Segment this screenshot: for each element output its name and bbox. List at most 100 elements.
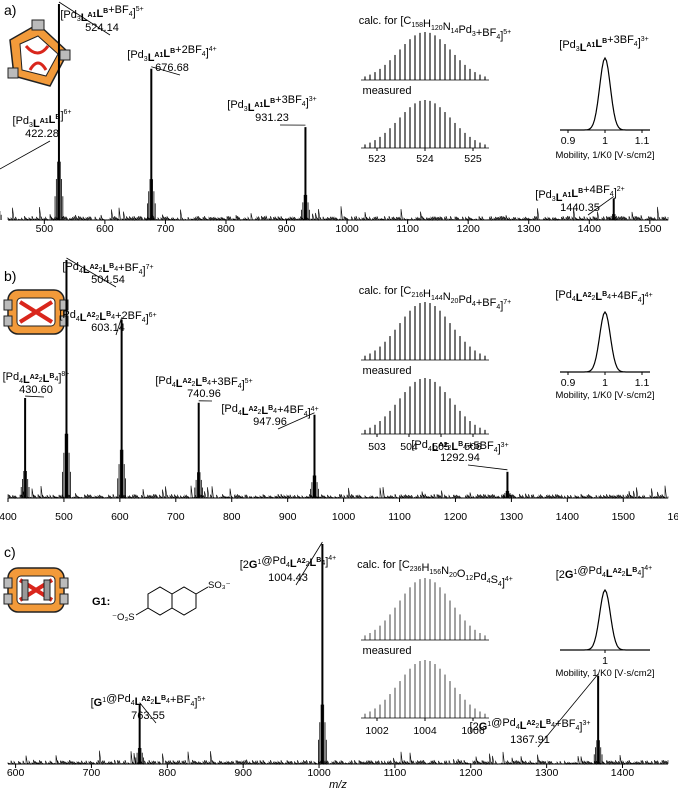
x-tick-label: 400 <box>0 511 17 523</box>
baseline-noise <box>7 485 669 500</box>
peak: [Pd4LA22LB4]8+430.60 <box>3 371 70 498</box>
peak-mz-label: 603.14 <box>91 322 125 334</box>
simulated-isotope-pattern <box>361 302 489 361</box>
isotope-calc-label: calc. for [C216H144N20Pd4+BF4]7+ <box>359 285 512 312</box>
x-tick-label: 600 <box>111 511 129 523</box>
peak-ion-label: [2G1@Pd4LA22LB4]4+ <box>240 555 337 571</box>
peak-mz-label: 430.60 <box>19 384 53 396</box>
x-tick-label: 800 <box>223 511 241 523</box>
peak-mz-label: 422.28 <box>25 128 59 140</box>
measured-isotope-pattern <box>361 660 489 719</box>
mobility-ion-label: [Pd4LA22LB4+4BF4]4+ <box>555 289 652 305</box>
leader-line <box>115 317 123 336</box>
mobility-axis-label: Mobility, 1/K0 [V·s/cm2] <box>555 150 654 161</box>
isotope-measured-label: measured <box>363 645 412 657</box>
isotope-calc-label: calc. for [C236H156N20O12Pd4S4]4+ <box>357 559 513 589</box>
peak-mz-label: 1367.91 <box>510 734 550 746</box>
leader-line <box>277 412 315 430</box>
x-tick-label: 1500 <box>612 511 636 523</box>
mobility-axis-label: Mobility, 1/K0 [V·s/cm2] <box>555 668 654 679</box>
mobility-tick-label: 0.9 <box>561 377 576 389</box>
peak: [2G1@Pd4LA22LB4+BF4]3+1367.91 <box>470 673 603 764</box>
x-axis-title: m/z <box>329 779 347 791</box>
peak: [Pd3LA1LB+3BF4]3+931.23 <box>227 94 317 220</box>
x-tick-label: 500 <box>36 223 54 235</box>
isotope-measured-label: measured <box>363 85 412 97</box>
spectrum-panel-2: 400 500 600 700 800 900 1000 1100 1200 1300 1400 15… <box>0 257 678 523</box>
peak: [Pd4LA22LB4+5BF4]3+1292.94 <box>411 439 512 498</box>
mobility-tick-label: 1 <box>602 135 608 147</box>
guest-molecule-icon <box>135 586 209 616</box>
peak-mz-label: 947.96 <box>253 416 287 428</box>
x-tick-label: 700 <box>157 223 175 235</box>
isotope-measured-label: measured <box>363 365 412 377</box>
peak-mz-label: 931.23 <box>255 112 289 124</box>
peak: [Pd3LA1LB]6+422.28 <box>0 109 71 220</box>
peak-mz-label: 740.96 <box>187 388 221 400</box>
peak-ion-label: [2G1@Pd4LA22LB4+BF4]3+ <box>470 717 591 733</box>
x-tick-label: 600 <box>7 767 25 779</box>
peak-mz-label: 1440.35 <box>560 202 600 214</box>
x-tick-label: 800 <box>217 223 235 235</box>
x-tick-label: 900 <box>278 223 296 235</box>
peak-ion-label: [Pd4LA22LB4+4BF4]4+ <box>221 403 318 419</box>
isotope-inset: calc. for [C158H120N14Pd3+BF4]5+ measured… <box>359 15 512 165</box>
leader-line <box>151 66 181 76</box>
peak-mz-label: 1292.94 <box>440 452 480 464</box>
guest-label: G1: <box>92 596 110 608</box>
isotope-tick-label: 1006 <box>461 725 485 737</box>
spectrum-panel-3: 600 700 800 900 1000 1100 1200 1300 1400 [G1@Pd4L… <box>7 541 669 779</box>
peak-ion-label: [Pd3LA1LB+3BF4]3+ <box>227 94 317 114</box>
spectrum-panel-1: 500 600 700 800 900 1000 1100 1200 1300 1400 1500 [… <box>0 1 669 235</box>
mobility-peak-curve <box>560 56 650 131</box>
leader-line <box>25 395 45 398</box>
peak: [2G1@Pd4LA22LB4]4+1004.43 <box>240 541 337 764</box>
x-tick-label: 1400 <box>578 223 602 235</box>
baseline-noise <box>7 750 669 766</box>
peak-ion-label: [G1@Pd4LA22LB4+BF4]5+ <box>91 693 206 709</box>
isotope-tick-label: 523 <box>368 153 386 165</box>
leader-line <box>0 140 51 170</box>
peak-ion-label: [Pd4LA22LB4]8+ <box>3 371 70 386</box>
x-tick-label: 1200 <box>459 767 483 779</box>
leader-line <box>58 1 111 36</box>
x-tick-label: 800 <box>159 767 177 779</box>
isotope-tick-label: 1002 <box>365 725 389 737</box>
mobility-tick-label: 1 <box>602 655 608 667</box>
cage-icon-c <box>3 567 69 613</box>
x-tick-label: 1000 <box>335 223 359 235</box>
x-tick-label: 900 <box>234 767 252 779</box>
mobility-tick-label: 1 <box>602 377 608 389</box>
isotope-tick-label: 503 <box>368 441 386 453</box>
leader-line <box>467 464 508 471</box>
x-tick-label: 1500 <box>638 223 662 235</box>
peak-ion-label: [Pd4LA22LB4+2BF4]6+ <box>59 309 156 325</box>
isotope-tick-label: 525 <box>464 153 482 165</box>
peak: [Pd4LA22LB4+4BF4]4+947.96 <box>221 403 319 498</box>
peak: [Pd4LA22LB4+2BF4]6+603.14 <box>59 309 157 498</box>
x-tick-label: 500 <box>55 511 73 523</box>
x-tick-label: 700 <box>167 511 185 523</box>
cage-icon-b <box>3 289 69 335</box>
mobility-tick-label: 0.9 <box>561 135 576 147</box>
x-tick-label: 1200 <box>444 511 468 523</box>
peak-ion-label: [Pd4LA22LB4+BF4]7+ <box>62 261 153 277</box>
panel-label-b: b) <box>4 268 16 284</box>
leader-line <box>587 196 614 216</box>
x-tick-label: 1300 <box>517 223 541 235</box>
peak: [Pd3LA1LB+BF4]5+524.14 <box>54 1 144 220</box>
simulated-isotope-pattern <box>361 32 489 81</box>
x-tick-label: 900 <box>279 511 297 523</box>
x-tick-label: 1000 <box>307 767 331 779</box>
x-tick-label: 1400 <box>556 511 580 523</box>
peak: [Pd4LA22LB4+3BF4]5+740.96 <box>155 375 253 498</box>
measured-isotope-pattern <box>361 378 489 435</box>
x-tick-label: 700 <box>83 767 101 779</box>
peak: [Pd3LA1LB+4BF4]2+1440.35 <box>535 184 625 220</box>
simulated-isotope-pattern <box>361 578 489 641</box>
peak-ion-label: [Pd3LA1LB+BF4]5+ <box>60 4 143 24</box>
peak: [G1@Pd4LA22LB4+BF4]5+763.55 <box>91 693 206 764</box>
mobility-peak-curve <box>560 310 650 373</box>
